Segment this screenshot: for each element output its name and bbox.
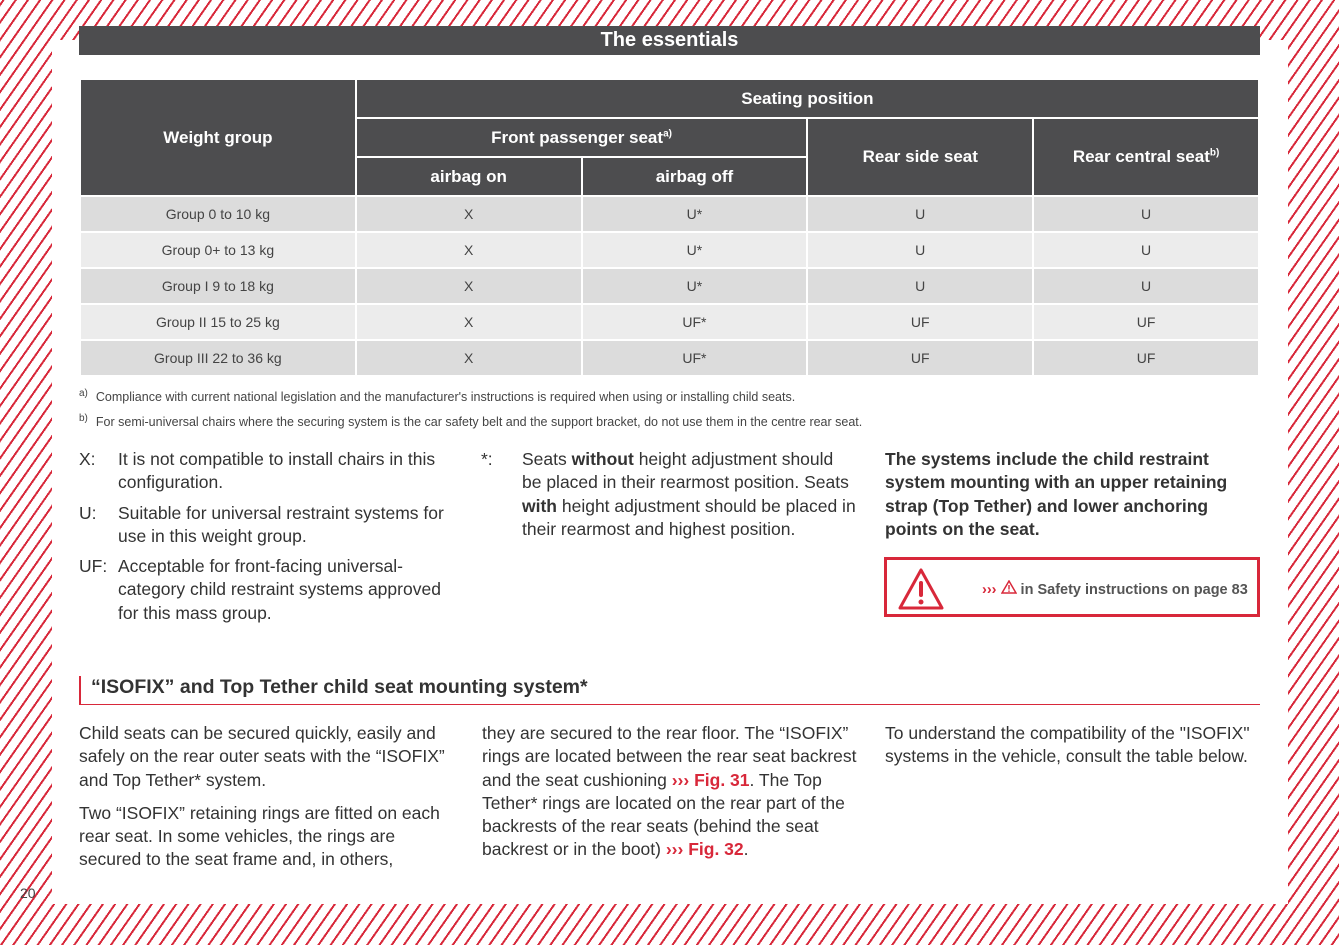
body-col-2: they are secured to the rear floor. The … xyxy=(482,723,857,860)
systems-text: The systems include the child restraint … xyxy=(885,449,1228,539)
table-cell: UF xyxy=(806,303,1035,341)
table-cell: UF* xyxy=(580,339,809,377)
table-cell: U xyxy=(1032,267,1260,305)
table-cell: UF* xyxy=(580,303,809,341)
table-row: Group 0+ to 13 kg X U* U U xyxy=(79,231,1260,269)
table-cell: U xyxy=(1032,195,1260,233)
table-cell: Group I 9 to 18 kg xyxy=(79,267,357,305)
footnote-a: a) Compliance with current national legis… xyxy=(79,388,796,405)
warning-box[interactable]: ››› in Safety instructions on page 83 xyxy=(884,557,1260,617)
table-cell: UF xyxy=(1032,303,1260,341)
footnote-b: b) For semi-universal chairs where the se… xyxy=(79,413,863,430)
fig32-link[interactable]: ››› Fig. 32 xyxy=(665,839,744,860)
section-title: “ISOFIX” and Top Tether child seat mount… xyxy=(79,676,1260,705)
table-row: Group II 15 to 25 kg X UF* UF UF xyxy=(79,303,1260,341)
table-cell: U* xyxy=(580,267,809,305)
page-header: The essentials xyxy=(79,26,1260,55)
table-cell: Group 0 to 10 kg xyxy=(79,195,357,233)
front-seat-header: Front passenger seata) xyxy=(354,117,809,158)
safety-link[interactable]: in Safety instructions on page 83 xyxy=(1016,582,1248,598)
table-cell: X xyxy=(354,303,583,341)
table-cell: X xyxy=(354,267,583,305)
child-seat-table: Weight group Seating position Front passe… xyxy=(79,78,1261,377)
table-cell: U* xyxy=(580,231,809,269)
table-cell: UF xyxy=(1032,339,1260,377)
legend-item: U: Suitable for universal restraint syste… xyxy=(79,502,444,546)
weight-group-header: Weight group xyxy=(79,78,357,197)
table-cell: Group II 15 to 25 kg xyxy=(79,303,357,341)
fig31-link[interactable]: ››› Fig. 31 xyxy=(671,769,750,790)
table-row: Group III 22 to 36 kg X UF* UF UF xyxy=(79,339,1260,377)
table-cell: U* xyxy=(580,195,809,233)
rear-central-header: Rear central seatb) xyxy=(1032,117,1260,197)
table-cell: UF xyxy=(806,339,1035,377)
airbag-on-header: airbag on xyxy=(354,156,583,197)
page-number: 20 xyxy=(20,885,36,901)
table-cell: U xyxy=(806,195,1035,233)
seating-position-header: Seating position xyxy=(354,78,1261,119)
legend: X: It is not compatible to install chairs… xyxy=(79,448,459,632)
legend-item: UF: Acceptable for front-facing universal… xyxy=(79,556,441,623)
body-col-1: Child seats can be secured quickly, easi… xyxy=(79,723,445,870)
legend-item: X: It is not compatible to install chairs… xyxy=(79,449,436,493)
table-row: Group 0 to 10 kg X U* U U xyxy=(79,195,1260,233)
table-cell: U xyxy=(1032,231,1260,269)
table-cell: X xyxy=(354,195,583,233)
star-note: *: Seats without height adjustment should… xyxy=(481,449,856,539)
airbag-off-header: airbag off xyxy=(580,156,809,197)
rear-side-header: Rear side seat xyxy=(806,117,1035,197)
table-cell: U xyxy=(806,267,1035,305)
table-cell: X xyxy=(354,231,583,269)
warning-small-icon xyxy=(1000,579,1017,594)
table-cell: Group III 22 to 36 kg xyxy=(79,339,357,377)
table-cell: U xyxy=(806,231,1035,269)
table-row: Group I 9 to 18 kg X U* U U xyxy=(79,267,1260,305)
table-cell: X xyxy=(354,339,583,377)
warning-icon xyxy=(898,568,944,610)
table-cell: Group 0+ to 13 kg xyxy=(79,231,357,269)
body-col-3: To understand the compatibility of the "… xyxy=(885,723,1250,767)
